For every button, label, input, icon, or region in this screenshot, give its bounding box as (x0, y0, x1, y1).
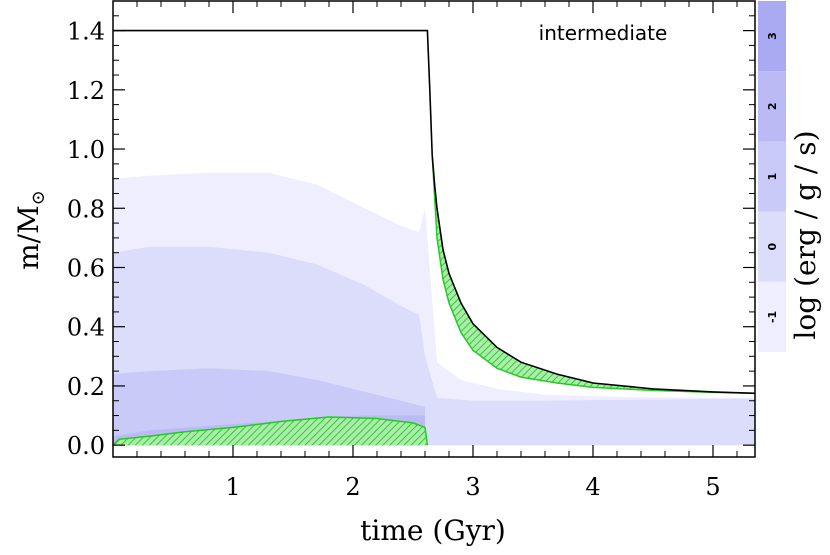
y-tick-label: 0.2 (67, 373, 105, 401)
convective-envelope-region (432, 155, 755, 394)
y-tick-label: 0.8 (67, 195, 105, 223)
y-tick-label: 0.4 (67, 314, 105, 342)
y-tick-label: 1.2 (67, 77, 105, 105)
x-axis-title: time (Gyr) (360, 514, 506, 547)
convective-core-region (113, 417, 428, 446)
colorbar-swatch (758, 71, 786, 142)
colorbar-title: log (erg / g / s) (789, 130, 822, 339)
x-tick-label: 4 (585, 473, 600, 501)
colorbar: -1 0 1 2 3 (758, 1, 786, 352)
convective-envelope-boundary (431, 154, 755, 395)
colorbar-swatch (758, 211, 786, 282)
x-tick-label: 3 (465, 473, 480, 501)
colorbar-swatch (758, 141, 786, 212)
colorbar-swatch (758, 1, 786, 72)
axis-layer: 1 2 3 4 5 0.0 0.2 0.4 0.6 0.8 1.0 1.2 1.4 (67, 1, 755, 501)
colorbar-level-label: 1 (766, 173, 779, 181)
plot-frame (112, 0, 756, 458)
y-axis-title-main: m/M (12, 205, 45, 270)
colorbar-level-label: 2 (766, 102, 779, 110)
total-mass-line (113, 29, 755, 395)
x-tick-label: 2 (345, 473, 360, 501)
colorbar-level-label: 0 (766, 243, 779, 251)
y-tick-label: 1.4 (67, 18, 105, 46)
y-axis-title-sub: ⊙ (28, 190, 49, 205)
plot-data-layer (113, 29, 755, 446)
colorbar-level-label: -1 (766, 311, 779, 323)
colorbar-level-label: 3 (766, 32, 779, 40)
y-tick-label: 1.0 (67, 136, 105, 164)
y-axis-title: m/M⊙ (12, 190, 49, 270)
x-tick-label: 5 (705, 473, 720, 501)
x-tick-label: 1 (225, 473, 240, 501)
convective-core-boundary (113, 416, 429, 446)
colorbar-swatch (758, 281, 786, 352)
annotation-label: intermediate (539, 21, 668, 45)
svg-text:m/M⊙: m/M⊙ (12, 190, 49, 270)
y-tick-label: 0.6 (67, 254, 105, 282)
y-tick-label: 0.0 (67, 432, 105, 460)
